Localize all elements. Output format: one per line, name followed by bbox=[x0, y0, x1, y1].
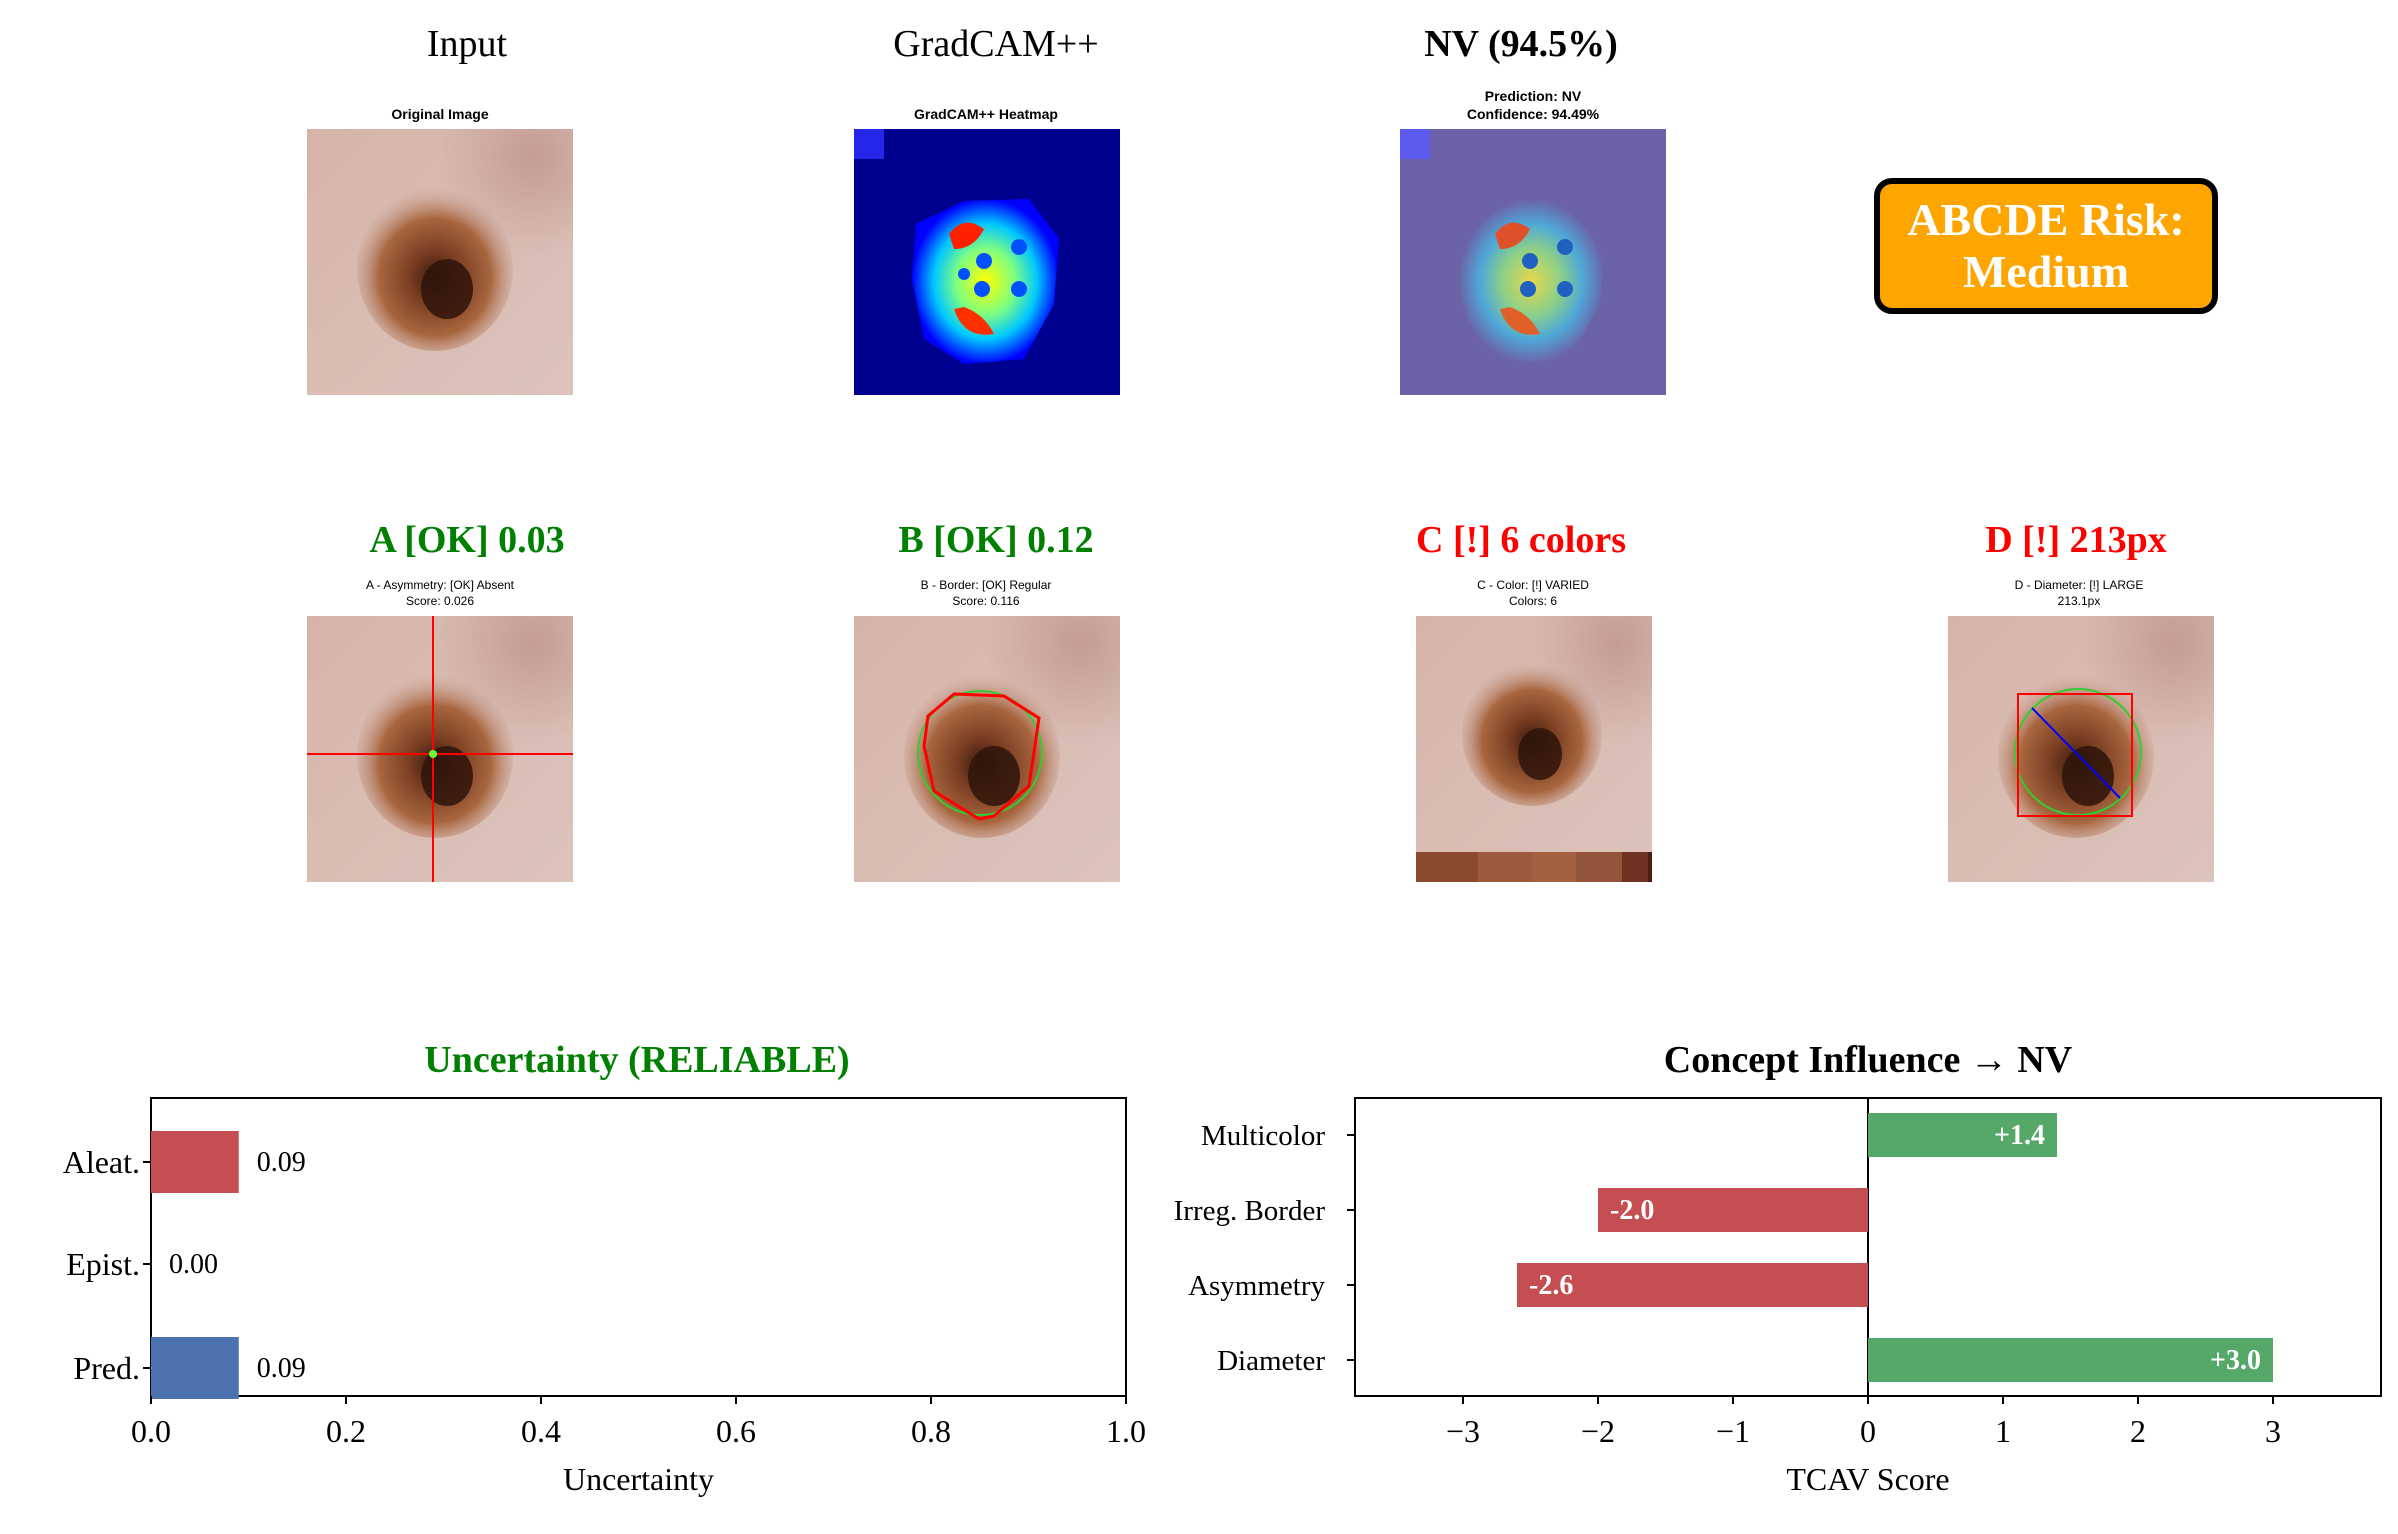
border-sub2: Score: 0.116 bbox=[952, 594, 1020, 608]
gradcam-heatmap bbox=[854, 129, 1120, 395]
color-title: C [!] 6 colors bbox=[1416, 519, 1626, 561]
diameter-sub1: D - Diameter: [!] LARGE bbox=[2014, 578, 2144, 592]
tcav-bar bbox=[1868, 1338, 2273, 1382]
tcav-bar bbox=[1868, 1113, 2057, 1157]
bar-value-label: +1.4 bbox=[1994, 1120, 2045, 1151]
palette-swatch bbox=[1648, 852, 1652, 882]
lesion-image bbox=[357, 187, 513, 351]
risk-label: ABCDE Risk: bbox=[1907, 194, 2185, 245]
border-title: B [OK] 0.12 bbox=[898, 519, 1094, 561]
x-tick-label: 0.6 bbox=[716, 1413, 756, 1449]
x-tick-label: 2 bbox=[2130, 1413, 2146, 1449]
bar-value-label: -2.6 bbox=[1529, 1270, 1573, 1301]
tcav-chart: Multicolor +1.4 Irreg. Border -2.0 Asymmetry… bbox=[1174, 1097, 2382, 1497]
border-sub1: B - Border: [OK] Regular bbox=[920, 578, 1052, 592]
gradcam-title: GradCAM++ bbox=[893, 23, 1099, 65]
gradcam-subtitle: GradCAM++ Heatmap bbox=[914, 106, 1058, 122]
input-subtitle: Original Image bbox=[391, 106, 489, 122]
bar-value-label: 0.09 bbox=[257, 1353, 306, 1384]
x-tick-label: 1.0 bbox=[1106, 1413, 1146, 1449]
risk-level: Medium bbox=[1962, 246, 2130, 297]
diameter-image bbox=[1948, 616, 2214, 882]
color-image bbox=[1416, 616, 1652, 882]
y-tick-label: Diameter bbox=[1217, 1345, 1325, 1377]
prediction-title: NV (94.5%) bbox=[1424, 23, 1618, 65]
y-tick-label: Irreg. Border bbox=[1174, 1195, 1326, 1227]
palette-swatch bbox=[1416, 852, 1478, 882]
diameter-title: D [!] 213px bbox=[1985, 519, 2167, 561]
y-tick-label: Pred. bbox=[73, 1350, 140, 1386]
border-image bbox=[854, 616, 1120, 882]
original-image bbox=[307, 129, 573, 395]
x-tick-label: 0.8 bbox=[911, 1413, 951, 1449]
x-axis-label: Uncertainty bbox=[563, 1461, 714, 1497]
y-tick-label: Asymmetry bbox=[1188, 1270, 1325, 1302]
heatmap-graphic bbox=[854, 129, 1059, 364]
y-tick-label: Epist. bbox=[66, 1246, 140, 1282]
asymmetry-image bbox=[307, 616, 573, 882]
asymmetry-sub2: Score: 0.026 bbox=[405, 594, 475, 608]
x-tick-label: 0.4 bbox=[521, 1413, 561, 1449]
x-tick-label: 0 bbox=[1860, 1413, 1876, 1449]
uncertainty-chart: Aleat. 0.09 Epist. 0.00 Pred. 0.09 0.0 0.2 0.4 0.… bbox=[63, 1097, 1146, 1497]
diameter-graphic bbox=[1998, 674, 2154, 838]
x-tick-label: −1 bbox=[1716, 1413, 1750, 1449]
bar-value-label: 0.09 bbox=[257, 1147, 306, 1178]
uncertainty-bar bbox=[151, 1131, 239, 1193]
tcav-chart-title: Concept Influence → NV bbox=[1663, 1039, 2073, 1081]
tcav-bar bbox=[1517, 1263, 1868, 1307]
prediction-subtitle-1: Prediction: NV bbox=[1484, 88, 1582, 104]
bar-value-label: 0.00 bbox=[169, 1249, 218, 1280]
diameter-sub2: 213.1px bbox=[2057, 594, 2101, 608]
prediction-overlay bbox=[1400, 129, 1666, 395]
prediction-subtitle-2: Confidence: 94.49% bbox=[1466, 106, 1600, 122]
x-tick-label: 1 bbox=[1995, 1413, 2011, 1449]
palette-swatch bbox=[1532, 852, 1576, 882]
asymmetry-sub1: A - Asymmetry: [OK] Absent bbox=[365, 578, 515, 592]
uncertainty-bar bbox=[151, 1337, 239, 1399]
uncertainty-chart-title: Uncertainty (RELIABLE) bbox=[424, 1039, 850, 1081]
overlay-graphic bbox=[1400, 129, 1605, 364]
tcav-bar bbox=[1598, 1188, 1868, 1232]
x-tick-label: 0.2 bbox=[326, 1413, 366, 1449]
color-sub2: Colors: 6 bbox=[1508, 594, 1558, 608]
x-tick-label: −2 bbox=[1581, 1413, 1615, 1449]
abcde-risk-badge: ABCDE Risk: Medium bbox=[1874, 178, 2218, 314]
x-tick-label: −3 bbox=[1446, 1413, 1480, 1449]
y-tick-label: Aleat. bbox=[63, 1144, 140, 1180]
palette-swatch bbox=[1622, 852, 1648, 882]
color-graphic bbox=[1416, 662, 1652, 882]
input-title: Input bbox=[426, 23, 508, 65]
x-tick-label: 3 bbox=[2265, 1413, 2281, 1449]
x-tick-label: 0.0 bbox=[131, 1413, 171, 1449]
border-graphic bbox=[904, 674, 1060, 838]
asymmetry-title: A [OK] 0.03 bbox=[369, 519, 565, 561]
bar-value-label: -2.0 bbox=[1610, 1195, 1654, 1226]
color-sub1: C - Color: [!] VARIED bbox=[1477, 578, 1589, 592]
bar-value-label: +3.0 bbox=[2210, 1345, 2261, 1376]
x-axis-label: TCAV Score bbox=[1786, 1461, 1949, 1497]
plot-frame bbox=[150, 1097, 1127, 1397]
palette-swatch bbox=[1478, 852, 1532, 882]
palette-swatch bbox=[1576, 852, 1622, 882]
asymmetry-graphic bbox=[307, 616, 573, 882]
y-tick-label: Multicolor bbox=[1201, 1120, 1325, 1152]
